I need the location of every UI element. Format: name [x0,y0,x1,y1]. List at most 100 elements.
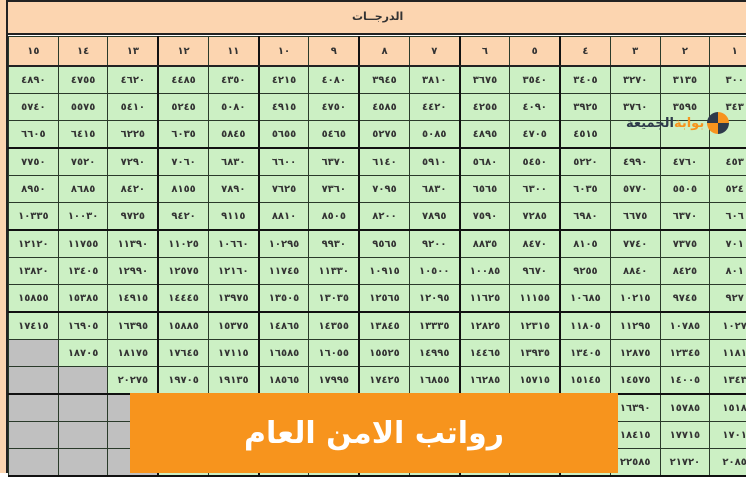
salary-cell: ٤٤٨٥ [158,66,208,94]
salary-cell: ٣٦٧٥ [460,66,510,94]
salary-cell: ٥٢٤٥ [158,94,208,121]
salary-cell: ١٧٠١ [710,422,746,449]
salary-cell: ١٥٣٨٥ [58,285,108,313]
salary-cell: ١١٣٩٠ [108,230,158,258]
salary-cell: ٧٧٥٠ [9,148,59,176]
salary-cell: ١٣٤٠٥ [560,340,610,367]
salary-cell: ٩٧٤٥ [660,285,710,313]
salary-cell: ٩٢٠٠ [409,230,459,258]
salary-cell: ٩٧٢٥ [108,203,158,231]
salary-cell: ١٣٠٣٥ [309,285,359,313]
salary-cell: ١١٨١ [710,340,746,367]
salary-cell: ٧٣٧٥ [660,230,710,258]
salary-cell: ١٤٩٩٥ [409,340,459,367]
salary-cell: ٤٢٥٥ [460,94,510,121]
salary-cell: ٨٨٣٥ [460,230,510,258]
salary-cell: ٢٠٢٧٥ [108,367,158,395]
grade-header-cell: ١٣ [108,37,158,67]
salary-cell: ١٢٨٢٥ [460,312,510,340]
salary-cell: ٢٠٨٥ [710,449,746,477]
salary-cell: ٤٩١٥ [259,94,309,121]
salary-cell: ١١٦٢٥ [460,285,510,313]
logo-text-accent: بوابة [674,116,704,131]
salary-cell: ٤٧٦٠ [660,148,710,176]
salary-cell: ٧٨٩٥ [409,203,459,231]
salary-cell: ١٧٦٤٥ [158,340,208,367]
salary-cell: ٥٧٤٠ [9,94,59,121]
salary-cell: ٦٠٣٥ [158,121,208,149]
salary-cell: ١٠٢٩٥ [259,230,309,258]
salary-cell: ٨٢٠٠ [359,203,409,231]
salary-cell: ٧٥٢٠ [58,148,108,176]
salary-cell: ٤٦٢٠ [108,66,158,94]
salary-cell: ١٥٣٧٥ [208,312,258,340]
salary-cell: ١٦٥٨٥ [259,340,309,367]
salary-cell: ١٥٥٢٥ [359,340,409,367]
grade-header-cell: ٨ [359,37,409,67]
salary-cell: ١٦٠٥٥ [309,340,359,367]
grades-title: الدرجــات [352,10,403,23]
salary-cell: ١٦٣٩٥ [108,312,158,340]
salary-cell: ٥٦٥٥ [259,121,309,149]
salary-cell: ١٣٣٣٥ [409,312,459,340]
salary-cell: ٦٩٨٠ [560,203,610,231]
salary-cell: ٨١٠٥ [560,230,610,258]
salary-cell: ٢١٧٢٠ [660,449,710,477]
salary-cell: ١٠٠٣٠ [58,203,108,231]
salary-cell: ١١٧٥٥ [58,230,108,258]
salary-cell: ٦٢٢٥ [108,121,158,149]
empty-cell [58,367,108,395]
salary-cell: ٩٢٥٥ [560,258,610,285]
salary-cell: ١٢٨٧٥ [610,340,660,367]
salary-cell: ٤٠٨٠ [309,66,359,94]
salary-cell: ٤٩٩٠ [610,148,660,176]
salary-cell: ١٥٧٨٥ [660,394,710,422]
salary-cell: ٦٨٣٠ [208,148,258,176]
salary-cell: ٤٠٩٠ [510,94,560,121]
salary-cell: ١٠٣٣٥ [9,203,59,231]
salary-cell: ٣١٣٥ [660,66,710,94]
salary-cell: ١٤٣٥٥ [309,312,359,340]
salary-cell: ١٥٧١٥ [510,367,560,395]
salary-cell: ١٢١٦٠ [208,258,258,285]
salary-cell: ١٨٥٦٥ [259,367,309,395]
salary-cell: ٤٧٥٥ [58,66,108,94]
salary-cell: ٤٢١٥ [259,66,309,94]
salary-cell: ٦٦٠٠ [259,148,309,176]
salary-cell: ٩٢٧ [710,285,746,313]
salary-cell: ٨٦٨٥ [58,176,108,203]
empty-cell [9,367,59,395]
salary-cell: ١٢٥٧٥ [158,258,208,285]
grades-title-band: الدرجــات [0,0,746,35]
salary-cell: ١٢١٢٠ [9,230,59,258]
salary-cell: ٧٦٢٥ [259,176,309,203]
salary-cell: ٩٩٣٠ [309,230,359,258]
salary-cell: ٥٥٧٥ [58,94,108,121]
salary-cell: ٥٠٨٥ [409,121,459,149]
salary-cell: ١١٧٤٥ [259,258,309,285]
empty-cell [58,394,108,422]
salary-cell: ٤٧٠٥ [510,121,560,149]
salary-cell: ٦٥٦٥ [460,176,510,203]
salary-cell: ١٤٠٠٥ [660,367,710,395]
salary-cell: ١٦٩٠٥ [58,312,108,340]
salary-cell: ٦٠٣٥ [560,176,610,203]
row-header-strip [0,0,8,473]
salary-cell: ١٢٩٩٠ [108,258,158,285]
salary-cell: ٦٠٦ [710,203,746,231]
grade-header-cell: ١٤ [58,37,108,67]
salary-cell: ٨٩٥٠ [9,176,59,203]
salary-cell: ٨٠١ [710,258,746,285]
salary-cell: ١٤٤٦٥ [460,340,510,367]
banner-title: رواتب الامن العام [244,416,504,451]
salary-cell: ١٣٨٤٥ [359,312,409,340]
salary-cell: ٦٣٧٠ [309,148,359,176]
salary-cell: ١٠٠٨٥ [460,258,510,285]
salary-cell: ٤٤٢٠ [409,94,459,121]
salary-cell: ٤٥٣ [710,148,746,176]
